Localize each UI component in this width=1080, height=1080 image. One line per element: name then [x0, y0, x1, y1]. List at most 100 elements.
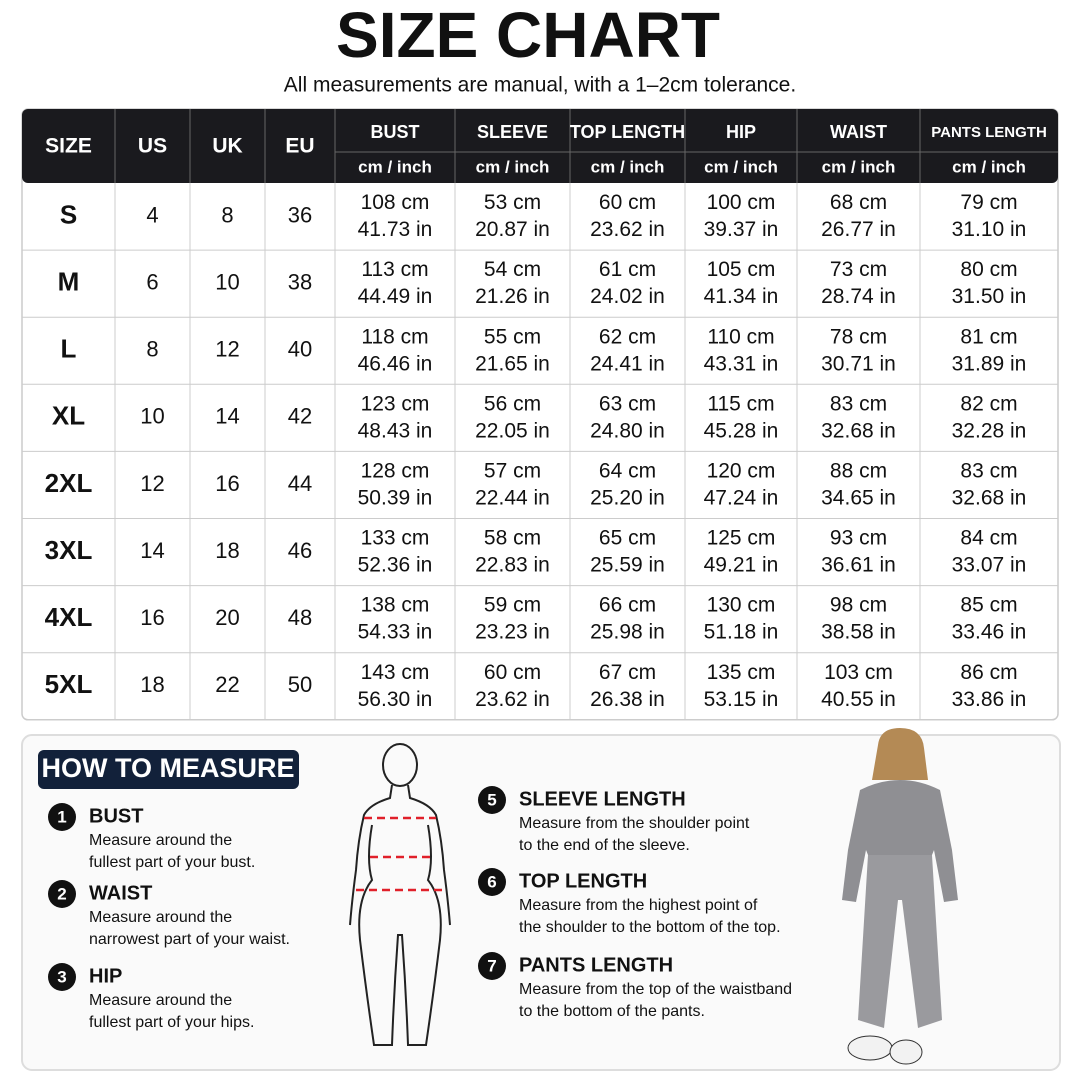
- measurement: 46.46 in: [358, 352, 433, 375]
- step-text: to the bottom of the pants.: [519, 1003, 705, 1020]
- measurement: 30.71 in: [821, 352, 896, 375]
- column-header: PANTS LENGTH: [931, 124, 1047, 141]
- measurement: 24.02 in: [590, 285, 665, 308]
- measurement: 98 cm: [830, 594, 887, 617]
- size-conversion: 14: [215, 404, 239, 429]
- step-text: the shoulder to the bottom of the top.: [519, 919, 781, 936]
- measurement: 32.68 in: [952, 486, 1027, 509]
- step-text: Measure around the: [89, 909, 232, 926]
- measurement: 108 cm: [361, 191, 430, 214]
- size-label: XL: [52, 401, 85, 431]
- measurement: 66 cm: [599, 594, 656, 617]
- measurement: 38.58 in: [821, 621, 896, 644]
- column-header: BUST: [371, 122, 420, 142]
- measurement: 53 cm: [484, 191, 541, 214]
- measurement: 33.46 in: [952, 621, 1027, 644]
- measurement: 143 cm: [361, 661, 430, 684]
- measurement: 20.87 in: [475, 218, 550, 241]
- measurement: 31.89 in: [952, 352, 1027, 375]
- measurement: 36.61 in: [821, 554, 896, 577]
- measurement: 56 cm: [484, 392, 541, 415]
- measurement: 52.36 in: [358, 554, 433, 577]
- step-title: PANTS LENGTH: [519, 954, 673, 976]
- measurement: 61 cm: [599, 258, 656, 281]
- size-label: 3XL: [45, 535, 93, 565]
- size-label: L: [61, 334, 77, 364]
- step-text: Measure around the: [89, 992, 232, 1009]
- column-header: TOP LENGTH: [570, 122, 685, 142]
- size-conversion: 38: [288, 269, 312, 294]
- measurement: 133 cm: [361, 527, 430, 550]
- measurement: 59 cm: [484, 594, 541, 617]
- measurement: 83 cm: [830, 392, 887, 415]
- measurement: 120 cm: [707, 459, 776, 482]
- column-header: WAIST: [830, 122, 887, 142]
- measurement: 110 cm: [707, 325, 774, 348]
- size-conversion: 40: [288, 337, 312, 362]
- measurement: 25.98 in: [590, 621, 665, 644]
- size-label: 2XL: [45, 468, 93, 498]
- column-header: SLEEVE: [477, 122, 548, 142]
- size-conversion: 18: [140, 672, 164, 697]
- size-conversion: 6: [146, 269, 158, 294]
- measurement: 113 cm: [361, 258, 428, 281]
- size-label: 5XL: [45, 669, 93, 699]
- step-badge: [48, 880, 76, 908]
- size-conversion: 8: [221, 202, 233, 227]
- size-conversion: 10: [140, 404, 164, 429]
- step-text: Measure from the highest point of: [519, 897, 758, 914]
- unit-label: cm / inch: [822, 157, 896, 176]
- measurement: 63 cm: [599, 392, 656, 415]
- measurement: 125 cm: [707, 527, 776, 550]
- size-conversion: 42: [288, 404, 312, 429]
- measure-lines: [356, 816, 444, 892]
- measurement: 56.30 in: [358, 688, 433, 711]
- table-header-bg: [22, 109, 1058, 183]
- subtitle: All measurements are manual, with a 1–2c…: [284, 74, 796, 97]
- measure-panel: [21, 734, 1061, 1071]
- step-title: SLEEVE LENGTH: [519, 788, 686, 810]
- measurement: 68 cm: [830, 191, 887, 214]
- step-text: Measure from the top of the waistband: [519, 981, 792, 998]
- measurement: 115 cm: [707, 392, 774, 415]
- measurement: 64 cm: [599, 459, 656, 482]
- measurement: 78 cm: [830, 325, 887, 348]
- step-number: 6: [487, 872, 496, 891]
- measurement: 55 cm: [484, 325, 541, 348]
- size-conversion: 16: [215, 471, 239, 496]
- step-text: Measure from the shoulder point: [519, 815, 750, 832]
- step-title: WAIST: [89, 882, 152, 904]
- measurement: 73 cm: [830, 258, 887, 281]
- measurement: 25.59 in: [590, 554, 665, 577]
- unit-label: cm / inch: [591, 157, 665, 176]
- measurement: 65 cm: [599, 527, 656, 550]
- measure-title: HOW TO MEASURE: [41, 753, 294, 783]
- measurement: 34.65 in: [821, 486, 896, 509]
- measurement: 58 cm: [484, 527, 541, 550]
- measurement: 32.68 in: [821, 419, 896, 442]
- measurement: 138 cm: [361, 594, 430, 617]
- measurement: 82 cm: [960, 392, 1017, 415]
- size-conversion: 10: [215, 269, 239, 294]
- measurement: 83 cm: [960, 459, 1017, 482]
- measurement: 105 cm: [707, 258, 776, 281]
- measurement: 123 cm: [361, 392, 430, 415]
- step-text: Measure around the: [89, 832, 232, 849]
- measurement: 39.37 in: [704, 218, 779, 241]
- unit-label: cm / inch: [358, 157, 432, 176]
- measurement: 79 cm: [960, 191, 1017, 214]
- size-conversion: 12: [215, 337, 239, 362]
- column-header: UK: [212, 135, 242, 158]
- size-conversion: 12: [140, 471, 164, 496]
- column-header: HIP: [726, 122, 756, 142]
- title: SIZE CHART: [336, 0, 720, 71]
- step-title: BUST: [89, 805, 143, 827]
- measurement: 22.44 in: [475, 486, 550, 509]
- measurement: 130 cm: [707, 594, 776, 617]
- size-conversion: 44: [288, 471, 312, 496]
- measurement: 33.86 in: [952, 688, 1027, 711]
- measurement: 24.41 in: [590, 352, 665, 375]
- measurement: 31.50 in: [952, 285, 1027, 308]
- size-label: S: [60, 199, 77, 229]
- measurement: 23.62 in: [475, 688, 550, 711]
